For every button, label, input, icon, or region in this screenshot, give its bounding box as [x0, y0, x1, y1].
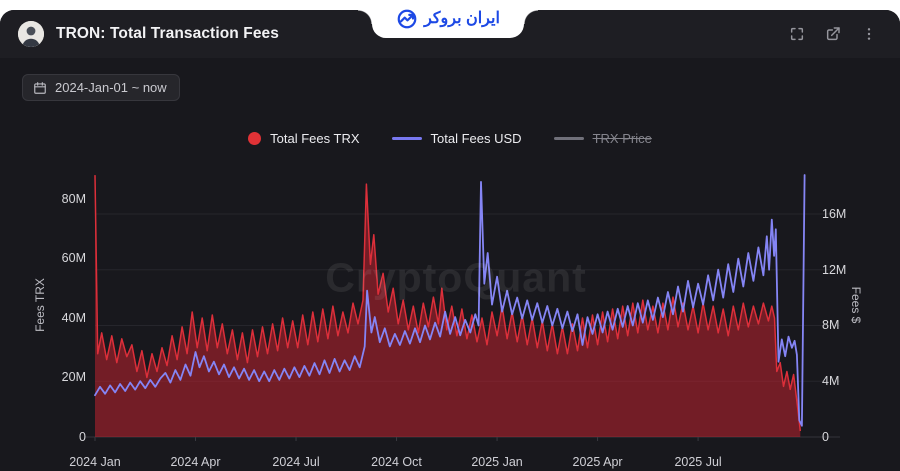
chart-legend: Total Fees TRX Total Fees USD TRX Price — [0, 131, 900, 146]
right-axis-title: Fees $ — [849, 286, 863, 324]
legend-item-total-fees-trx[interactable]: Total Fees TRX — [248, 131, 360, 146]
right-axis-tick-label: 4M — [822, 374, 840, 389]
x-axis-month-label: 2024 Jan — [69, 455, 121, 469]
open-external-button[interactable] — [820, 21, 846, 47]
kebab-menu-icon — [867, 28, 871, 40]
legend-label: TRX Price — [592, 131, 652, 146]
date-range-label: 2024-Jan-01 ~ now — [55, 80, 167, 95]
right-axis-tick-label: 0 — [822, 430, 829, 444]
x-axis-month-label: 2024 Jul — [272, 455, 320, 469]
notch-curve-left — [358, 10, 372, 24]
left-axis-tick-label: 40M — [61, 310, 86, 325]
person-photo-icon — [18, 21, 44, 47]
date-range-picker[interactable]: 2024-Jan-01 ~ now — [22, 74, 180, 101]
toolbar: 2024-Jan-01 ~ now — [22, 74, 180, 101]
left-axis-title: Fees TRX — [33, 278, 47, 332]
open-external-icon — [826, 27, 840, 41]
total-fees-trx-area — [95, 175, 801, 437]
legend-label: Total Fees USD — [430, 131, 522, 146]
page-title: TRON: Total Transaction Fees — [56, 25, 279, 42]
chart-canvas[interactable] — [0, 10, 900, 471]
blue-line-swatch-icon — [391, 137, 422, 140]
left-axis-tick-label: 0 — [79, 430, 86, 444]
x-axis-month-label: 2024 Oct — [371, 455, 422, 469]
legend-item-total-fees-usd[interactable]: Total Fees USD — [391, 131, 522, 146]
fullscreen-button[interactable] — [784, 21, 810, 47]
left-axis-tick-label: 80M — [61, 191, 86, 206]
chart-card: TRON: Total Transaction Fees — [0, 10, 900, 471]
legend-item-trx-price[interactable]: TRX Price — [553, 131, 652, 146]
chart-area: CryptoQuant 0 20M 40M 60M 80M 0 4M 8M 12M 16M 2024… — [0, 10, 900, 471]
avatar[interactable] — [18, 21, 44, 47]
total-fees-usd-line — [94, 174, 806, 427]
more-menu-button[interactable] — [856, 21, 882, 47]
legend-label: Total Fees TRX — [270, 131, 360, 146]
notch-curve-right — [524, 10, 538, 24]
broker-logo-tab[interactable]: ایران بروکر — [372, 0, 524, 38]
x-axis-month-label: 2025 Apr — [572, 455, 623, 469]
left-axis-tick-label: 20M — [61, 370, 86, 385]
gray-line-swatch-icon — [553, 137, 584, 140]
fullscreen-icon — [790, 27, 804, 41]
left-axis-tick-label: 60M — [61, 251, 86, 266]
broker-logo-text: ایران بروکر — [424, 10, 500, 27]
total-fees-trx-line — [94, 175, 802, 432]
right-axis-tick-label: 12M — [822, 262, 847, 277]
x-axis-month-label: 2025 Jul — [674, 455, 722, 469]
right-axis-tick-label: 16M — [822, 206, 847, 221]
red-dot-swatch-icon — [248, 132, 262, 145]
x-axis-month-label: 2025 Jan — [471, 455, 523, 469]
broker-logo-icon — [397, 9, 417, 29]
calendar-icon — [34, 81, 46, 94]
right-axis-tick-label: 8M — [822, 318, 840, 333]
x-axis-month-label: 2024 Apr — [170, 455, 221, 469]
